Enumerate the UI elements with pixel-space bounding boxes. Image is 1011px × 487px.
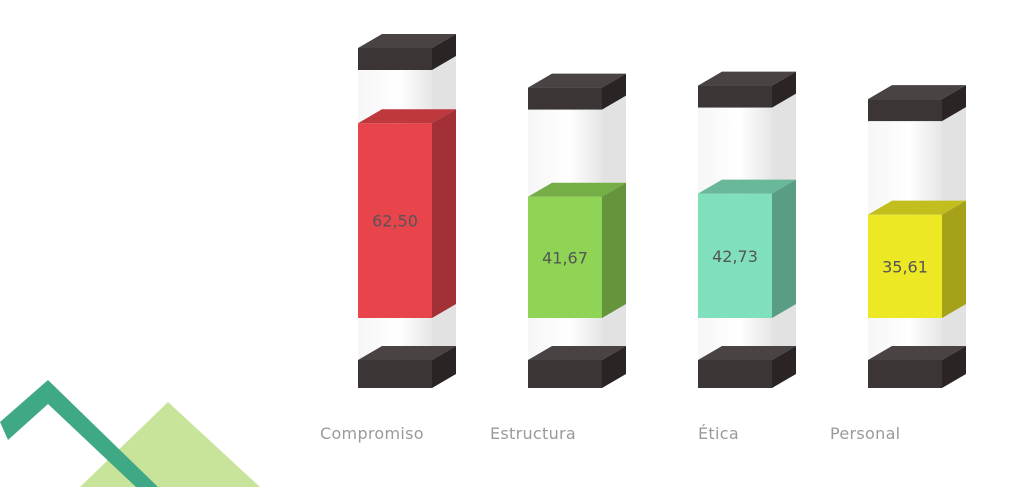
bar-top-cap-top [358, 34, 456, 48]
bar-fill-front [358, 123, 432, 318]
bar-fill-front [698, 193, 772, 318]
bar-top-cap-top [698, 71, 796, 86]
bar-bottom-cap-front [358, 360, 432, 388]
bar-fill-side [432, 109, 456, 318]
bar-bottom-cap-side [772, 346, 796, 388]
data-label: 35,61 [882, 257, 928, 276]
bar-bottom-cap-top [698, 346, 796, 360]
bar-fill-top [868, 200, 966, 215]
bar-fill-side [942, 200, 966, 318]
bar-fill-top [698, 179, 796, 194]
bar-fill-front [528, 196, 602, 318]
bar-fill-side [602, 182, 626, 318]
bar-top-cap-side [942, 85, 966, 122]
bar-group-compromiso: 62,50 [358, 34, 456, 388]
bars-layer: 62,50 41,67 42,73 35,61 [358, 34, 966, 388]
bar-bottom-cap-side [942, 346, 966, 388]
bar-bottom-cap-side [432, 346, 456, 388]
data-label: 41,67 [542, 248, 588, 267]
bar-group-ética: 42,73 [698, 71, 796, 388]
bar-fill-top [358, 109, 456, 124]
bar-top-cap-side [772, 71, 796, 108]
bar-top-cap-front [358, 48, 432, 70]
bar-top-cap-side [432, 34, 456, 70]
bar-group-estructura: 41,67 [528, 73, 626, 388]
bar-bottom-cap-top [528, 346, 626, 360]
bar-top-cap-front [528, 87, 602, 110]
bar-top-cap-side [602, 73, 626, 110]
bar-group-personal: 35,61 [868, 85, 966, 388]
bar-top-cap-top [868, 85, 966, 100]
category-label: Estructura [490, 424, 577, 443]
category-label: Compromiso [320, 424, 424, 443]
bar-top-cap-top [528, 73, 626, 88]
bar-bottom-cap-front [868, 360, 942, 388]
bar-bottom-cap-front [698, 360, 772, 388]
bar-fill-side [772, 179, 796, 318]
bar-bottom-cap-top [868, 346, 966, 360]
bar-bottom-cap-side [602, 346, 626, 388]
data-label: 62,50 [372, 212, 418, 231]
bar-top-cap-front [868, 99, 942, 122]
category-label: Personal [830, 424, 901, 443]
bar-fill-top [528, 182, 626, 197]
logo-mountains-icon [0, 380, 260, 487]
bar-fill-front [868, 214, 942, 318]
bar-top-cap-front [698, 85, 772, 108]
bar-bottom-cap-front [528, 360, 602, 388]
bar-bottom-cap-top [358, 346, 456, 360]
category-label: Ética [698, 424, 739, 443]
data-label: 42,73 [712, 247, 758, 266]
